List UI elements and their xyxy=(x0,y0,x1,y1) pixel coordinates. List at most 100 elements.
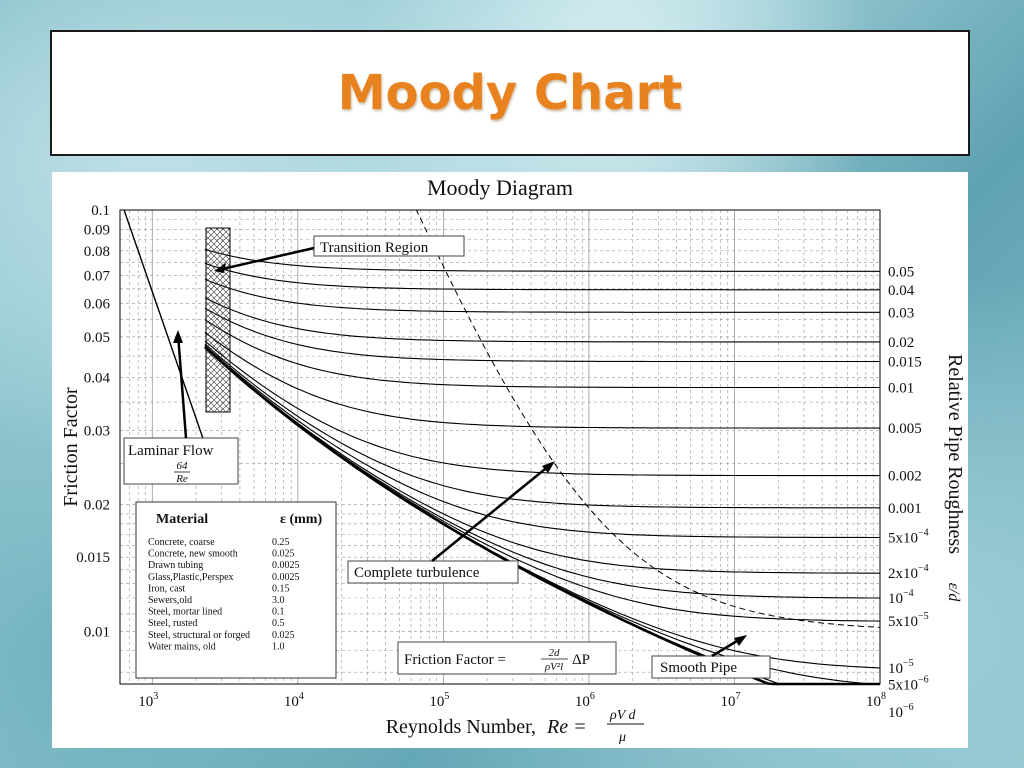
friction-formula-annotation: Friction Factor = 2d ρV²l ΔP xyxy=(397,641,617,675)
y-tick-label: 0.08 xyxy=(84,244,110,260)
y-tick-label: 0.03 xyxy=(84,423,110,439)
transition-region-box xyxy=(205,227,231,413)
material-eps: 0.15 xyxy=(272,583,290,594)
laminar-den: Re xyxy=(175,473,188,485)
material-name: Steel, rusted xyxy=(148,618,197,629)
roughness-label: 0.002 xyxy=(888,469,922,485)
y-tick-label: 0.04 xyxy=(84,371,111,387)
smooth-pipe-curve xyxy=(204,346,880,686)
y-tick-label: 0.1 xyxy=(91,203,110,219)
y-tick-label: 0.09 xyxy=(84,222,110,238)
material-name: Concrete, coarse xyxy=(148,537,215,548)
y-tick-label: 0.07 xyxy=(84,268,111,284)
x-formula-num: ρV d xyxy=(609,708,637,723)
material-name: Steel, mortar lined xyxy=(148,607,222,618)
y-axis-label: Friction Factor xyxy=(60,387,82,507)
roughness-curve xyxy=(204,278,880,313)
roughness-label: 5x10−6 xyxy=(888,675,929,694)
roughness-curve xyxy=(204,248,880,272)
roughness-curve xyxy=(204,345,880,574)
complete-turbulence-boundary xyxy=(275,209,881,628)
material-eps: 0.1 xyxy=(272,607,285,618)
roughness-curve xyxy=(204,262,880,291)
roughness-label: 2x10−4 xyxy=(888,563,929,582)
material-name: Concrete, new smooth xyxy=(148,549,238,560)
plot-frame xyxy=(119,209,881,685)
material-name: Drawn tubing xyxy=(148,560,203,571)
roughness-curve xyxy=(204,319,880,389)
roughness-label: 5x10−4 xyxy=(888,527,929,546)
curve-layer xyxy=(123,209,881,686)
roughness-label: 10−5 xyxy=(888,658,914,677)
material-eps: 0.25 xyxy=(272,537,290,548)
roughness-label: 0.04 xyxy=(888,283,915,299)
eps-header: ε (mm) xyxy=(280,512,322,527)
x-tick-label: 103 xyxy=(138,691,158,710)
y-tick-label: 0.05 xyxy=(84,330,110,346)
material-name: Glass,Plastic,Perspex xyxy=(148,572,234,583)
roughness-label: 5x10−5 xyxy=(888,611,929,630)
roughness-label: 0.05 xyxy=(888,264,914,280)
x-tick-label: 108 xyxy=(866,691,886,710)
chart-title: Moody Diagram xyxy=(427,175,573,200)
moody-chart-panel: 103 104 105 106 107 108 0.1 0.09 0.08 0.07 0.06 0.0… xyxy=(52,172,968,748)
smooth-pipe-annotation: Smooth Pipe xyxy=(651,635,771,679)
roughness-label: 10−6 xyxy=(888,702,914,721)
roughness-curve xyxy=(204,345,880,539)
smooth-pipe-label: Smooth Pipe xyxy=(660,660,737,676)
complete-turbulence-annotation: Complete turbulence xyxy=(347,461,555,584)
x-axis-formula: Re = ρV d μ xyxy=(546,708,644,745)
laminar-label: Laminar Flow xyxy=(128,443,214,459)
roughness-label: 0.03 xyxy=(888,305,914,321)
y-tick-label: 0.06 xyxy=(84,296,111,312)
y-tick-label: 0.01 xyxy=(84,624,110,640)
y-tick-label: 0.015 xyxy=(76,550,110,566)
material-eps: 0.5 xyxy=(272,618,285,629)
material-name: Iron, cast xyxy=(148,583,185,594)
x-tick-label: 104 xyxy=(284,691,304,710)
moody-chart: 103 104 105 106 107 108 0.1 0.09 0.08 0.07 0.06 0.0… xyxy=(60,175,966,745)
x-tick-label: 106 xyxy=(575,691,595,710)
slide-title-box: Moody Chart xyxy=(50,30,970,156)
material-name: Water mains, old xyxy=(148,641,216,652)
material-eps: 0.0025 xyxy=(272,560,300,571)
roughness-curve xyxy=(204,297,880,343)
right-axis-label: Relative Pipe Roughness xyxy=(944,354,966,554)
friction-formula-label: Friction Factor = xyxy=(404,652,506,668)
roughness-curve xyxy=(204,332,880,429)
roughness-label: 0.02 xyxy=(888,335,914,351)
material-table: Material ε (mm) Concrete, coarse 0.25 Conc… xyxy=(135,501,337,679)
friction-formula-den: ρV²l xyxy=(544,661,563,673)
transition-annotation: Transition Region xyxy=(214,235,465,273)
laminar-flow-line xyxy=(123,209,206,445)
slide-title: Moody Chart xyxy=(337,65,683,121)
material-header: Material xyxy=(156,512,208,527)
material-eps: 1.0 xyxy=(272,641,285,652)
svg-text:Re =: Re = xyxy=(546,716,587,738)
roughness-label: 10−4 xyxy=(888,588,914,607)
transition-label: Transition Region xyxy=(320,240,429,256)
complete-turbulence-label: Complete turbulence xyxy=(354,565,480,581)
x-tick-label: 107 xyxy=(720,691,740,710)
roughness-label: 0.001 xyxy=(888,501,922,517)
material-eps: 0.0025 xyxy=(272,572,300,583)
laminar-num: 64 xyxy=(177,460,189,472)
material-eps: 0.025 xyxy=(272,630,295,641)
x-axis-label: Reynolds Number, xyxy=(386,716,536,738)
roughness-label: 0.005 xyxy=(888,421,922,437)
material-name: Sewers,old xyxy=(148,595,192,606)
y-tick-label: 0.02 xyxy=(84,498,110,514)
right-axis-symbol: ε/d xyxy=(945,583,962,603)
roughness-label: 0.015 xyxy=(888,355,922,371)
material-eps: 0.025 xyxy=(272,549,295,560)
x-formula-den: μ xyxy=(618,730,626,745)
friction-formula-tail: ΔP xyxy=(572,652,590,668)
material-name: Steel, structural or forged xyxy=(148,630,250,641)
roughness-curve xyxy=(204,343,881,509)
roughness-label: 0.01 xyxy=(888,381,914,397)
friction-formula-num: 2d xyxy=(549,647,561,659)
x-tick-label: 105 xyxy=(429,691,449,710)
laminar-annotation: Laminar Flow 64 Re xyxy=(123,330,239,485)
material-eps: 3.0 xyxy=(272,595,285,606)
roughness-curve xyxy=(204,307,880,363)
